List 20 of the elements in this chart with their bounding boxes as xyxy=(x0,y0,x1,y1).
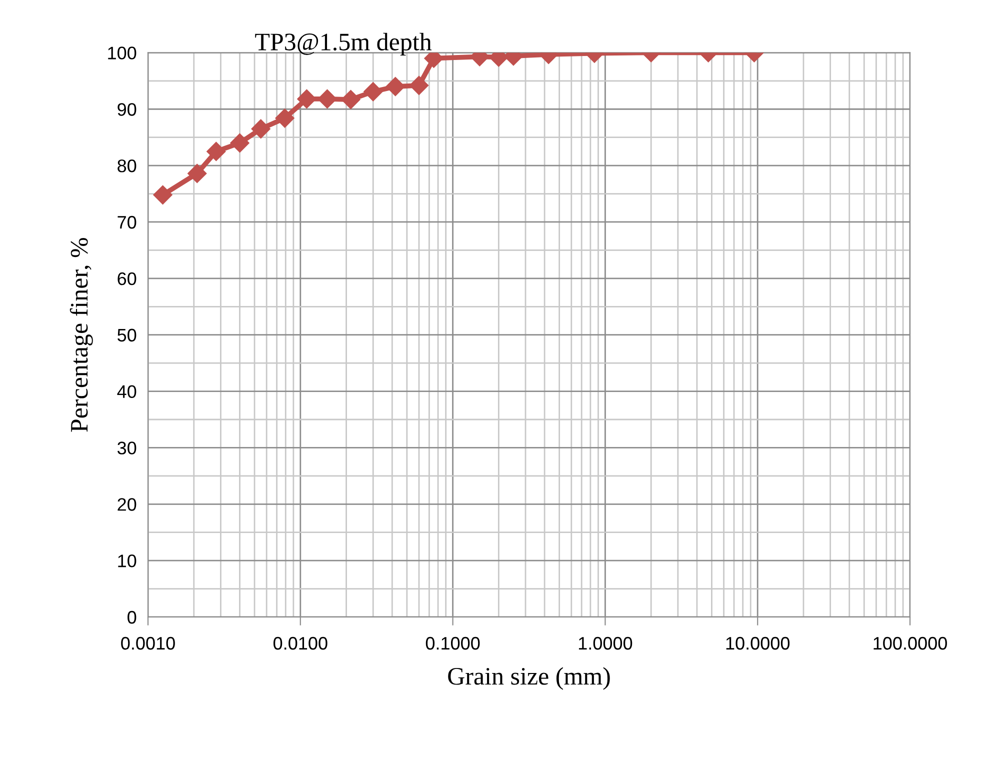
x-tick-label: 1.0000 xyxy=(578,636,632,650)
y-tick-label: 80 xyxy=(118,159,136,172)
y-tick-label: 10 xyxy=(118,554,136,568)
y-axis-title: Percentage finer, % xyxy=(70,238,93,432)
y-tick-label: 20 xyxy=(118,498,136,511)
y-tick-label: 70 xyxy=(118,216,136,229)
x-axis-title: Grain size (mm) xyxy=(448,667,610,690)
y-tick-label: 0 xyxy=(128,610,136,624)
y-tick-label: 30 xyxy=(117,442,136,454)
x-tick-label: 10.0000 xyxy=(726,636,790,650)
x-tick-label: 0.0100 xyxy=(273,636,328,650)
y-tick-label: 90 xyxy=(118,103,136,116)
y-tick-label: 100 xyxy=(108,46,136,60)
chart-title: TP3@1.5m depth xyxy=(255,32,432,56)
x-tick-label: 0.1000 xyxy=(426,636,480,650)
x-tick-label: 100.0000 xyxy=(874,636,947,650)
y-tick-label: 50 xyxy=(118,328,136,342)
x-tick-label: 0.0010 xyxy=(121,636,175,650)
y-tick-label: 60 xyxy=(118,272,136,286)
y-tick-label: 40 xyxy=(117,385,136,398)
